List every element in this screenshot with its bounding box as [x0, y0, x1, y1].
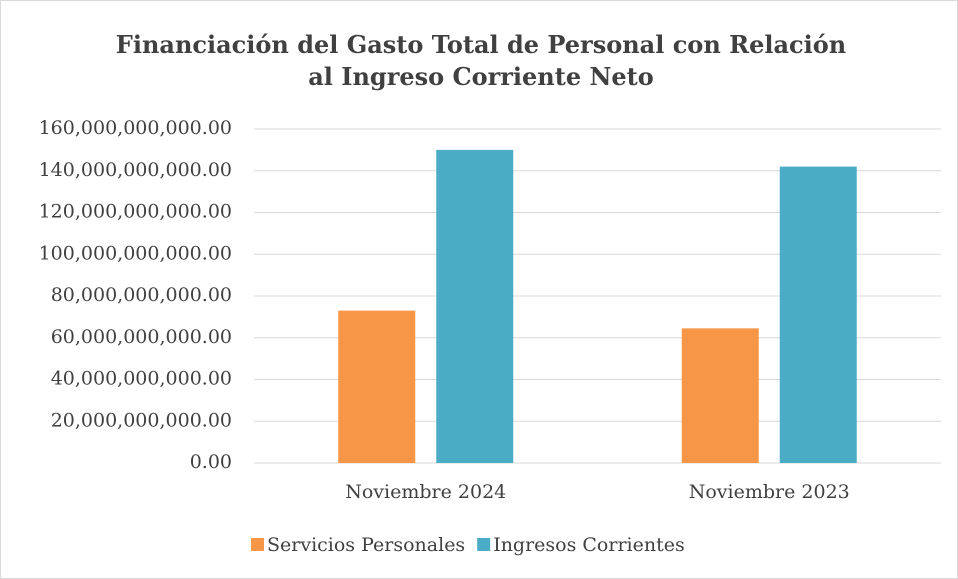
y-tick-label: 120,000,000,000.00 — [39, 201, 232, 223]
y-tick-label: 40,000,000,000.00 — [51, 368, 232, 390]
y-tick-label: 160,000,000,000.00 — [39, 117, 232, 139]
y-tick-label: 140,000,000,000.00 — [39, 159, 232, 181]
legend-label: Ingresos Corrientes — [493, 534, 685, 556]
bar — [338, 310, 416, 463]
bar — [681, 328, 759, 463]
y-tick-label: 20,000,000,000.00 — [51, 409, 232, 431]
chart-title: Financiación del Gasto Total de Personal… — [115, 30, 847, 91]
y-tick-label: 100,000,000,000.00 — [39, 242, 232, 264]
bar — [436, 149, 514, 463]
legend-label: Servicios Personales — [267, 534, 465, 556]
y-tick-label: 60,000,000,000.00 — [51, 326, 232, 348]
x-tick-label: Noviembre 2024 — [345, 481, 506, 503]
legend-swatch — [251, 538, 264, 551]
bar — [779, 166, 857, 463]
legend-swatch — [477, 538, 491, 551]
y-tick-label: 80,000,000,000.00 — [51, 284, 232, 306]
y-tick-label: 0.00 — [190, 451, 232, 473]
x-tick-label: Noviembre 2023 — [689, 481, 850, 503]
